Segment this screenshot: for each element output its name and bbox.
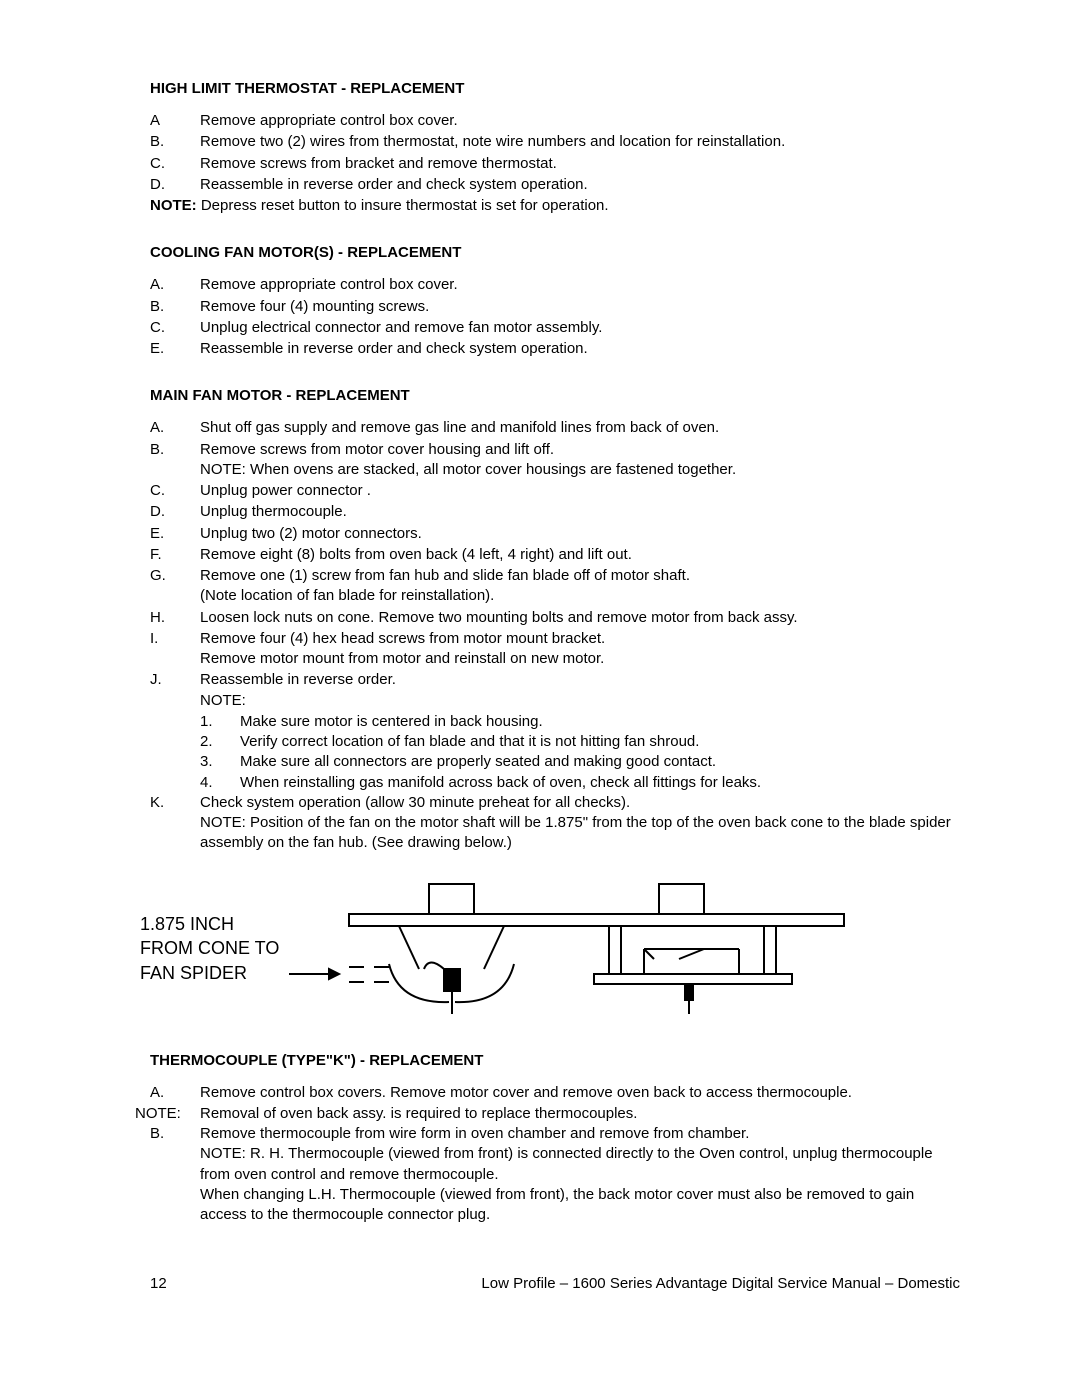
item-text: Unplug electrical connector and remove f… xyxy=(200,318,960,338)
sub-item: 3.Make sure all connectors are properly … xyxy=(200,752,960,772)
list-item: A.Remove control box covers. Remove moto… xyxy=(150,1083,960,1103)
item-letter: A xyxy=(150,111,200,131)
item-letter: K. xyxy=(150,793,200,854)
list-item: B.Remove two (2) wires from thermostat, … xyxy=(150,132,960,152)
item-letter: E. xyxy=(150,339,200,359)
list-item: B.Remove four (4) mounting screws. xyxy=(150,297,960,317)
list-item: B.Remove thermocouple from wire form in … xyxy=(150,1124,960,1225)
item-text: Unplug thermocouple. xyxy=(200,502,960,522)
section-title-high-limit: HIGH LIMIT THERMOSTAT - REPLACEMENT xyxy=(150,80,960,97)
section-title-thermocouple: THERMOCOUPLE (TYPE"K") - REPLACEMENT xyxy=(150,1052,960,1069)
item-text: Check system operation (allow 30 minute … xyxy=(200,793,960,854)
section-title-cooling: COOLING FAN MOTOR(S) - REPLACEMENT xyxy=(150,244,960,261)
footer-right: Low Profile – 1600 Series Advantage Digi… xyxy=(481,1275,960,1292)
list-item: F.Remove eight (8) bolts from oven back … xyxy=(150,545,960,565)
list-item: I.Remove four (4) hex head screws from m… xyxy=(150,629,960,670)
note-text: Depress reset button to insure thermosta… xyxy=(197,197,609,214)
list-item: D.Reassemble in reverse order and check … xyxy=(150,175,960,195)
list-item: A.Remove appropriate control box cover. xyxy=(150,275,960,295)
thermo-list: A.Remove control box covers. Remove moto… xyxy=(150,1083,960,1103)
item-text: Remove appropriate control box cover. xyxy=(200,275,960,295)
list-item: J.Reassemble in reverse order. NOTE: xyxy=(150,670,960,711)
item-text: Remove screws from motor cover housing a… xyxy=(200,440,960,481)
page-content: HIGH LIMIT THERMOSTAT - REPLACEMENT ARem… xyxy=(0,0,1080,1352)
item-letter: F. xyxy=(150,545,200,565)
page-number: 12 xyxy=(150,1275,167,1292)
mainfan-list: A.Shut off gas supply and remove gas lin… xyxy=(150,418,960,711)
high-limit-note: NOTE: Depress reset button to insure the… xyxy=(150,196,960,216)
item-letter: C. xyxy=(150,481,200,501)
item-text: Unplug power connector . xyxy=(200,481,960,501)
item-text: Remove two (2) wires from thermostat, no… xyxy=(200,132,960,152)
high-limit-list: ARemove appropriate control box cover.B.… xyxy=(150,111,960,195)
item-letter: G. xyxy=(150,566,200,607)
item-letter: A. xyxy=(150,418,200,438)
subitem-text: Verify correct location of fan blade and… xyxy=(240,732,960,752)
thermo-list-after: B.Remove thermocouple from wire form in … xyxy=(150,1124,960,1225)
fan-diagram-svg xyxy=(289,874,849,1024)
cooling-list: A.Remove appropriate control box cover.B… xyxy=(150,275,960,359)
sub-item: 1.Make sure motor is centered in back ho… xyxy=(200,712,960,732)
list-item: K.Check system operation (allow 30 minut… xyxy=(150,793,960,854)
list-item: E.Unplug two (2) motor connectors. xyxy=(150,524,960,544)
subitem-num: 2. xyxy=(200,732,240,752)
mainfan-list-after: K.Check system operation (allow 30 minut… xyxy=(150,793,960,854)
item-text: Remove appropriate control box cover. xyxy=(200,111,960,131)
item-letter: A. xyxy=(150,1083,200,1103)
thermo-note-row: NOTE: Removal of oven back assy. is requ… xyxy=(135,1104,960,1124)
note-bold: NOTE: xyxy=(150,197,197,214)
list-item: E.Reassemble in reverse order and check … xyxy=(150,339,960,359)
subitem-text: Make sure all connectors are properly se… xyxy=(240,752,960,772)
item-text: Unplug two (2) motor connectors. xyxy=(200,524,960,544)
item-letter: B. xyxy=(150,440,200,481)
list-item: A.Shut off gas supply and remove gas lin… xyxy=(150,418,960,438)
item-letter: A. xyxy=(150,275,200,295)
item-text: Remove one (1) screw from fan hub and sl… xyxy=(200,566,960,607)
subitem-text: When reinstalling gas manifold across ba… xyxy=(240,773,960,793)
item-letter: B. xyxy=(150,297,200,317)
fan-diagram-block: 1.875 INCHFROM CONE TOFAN SPIDER xyxy=(150,874,960,1024)
diagram-label: 1.875 INCHFROM CONE TOFAN SPIDER xyxy=(140,912,279,985)
item-letter: J. xyxy=(150,670,200,711)
list-item: C.Unplug power connector . xyxy=(150,481,960,501)
list-item: C.Remove screws from bracket and remove … xyxy=(150,154,960,174)
item-text: Remove eight (8) bolts from oven back (4… xyxy=(200,545,960,565)
section-title-main-fan: MAIN FAN MOTOR - REPLACEMENT xyxy=(150,387,960,404)
item-text: Reassemble in reverse order and check sy… xyxy=(200,175,960,195)
mainfan-sublist: 1.Make sure motor is centered in back ho… xyxy=(150,712,960,793)
item-text: Remove four (4) mounting screws. xyxy=(200,297,960,317)
item-letter: H. xyxy=(150,608,200,628)
list-item: B.Remove screws from motor cover housing… xyxy=(150,440,960,481)
item-letter: C. xyxy=(150,154,200,174)
list-item: C.Unplug electrical connector and remove… xyxy=(150,318,960,338)
item-text: Remove screws from bracket and remove th… xyxy=(200,154,960,174)
sub-item: 4.When reinstalling gas manifold across … xyxy=(200,773,960,793)
note-text: Removal of oven back assy. is required t… xyxy=(200,1104,637,1124)
subitem-num: 3. xyxy=(200,752,240,772)
note-prefix: NOTE: xyxy=(135,1104,200,1124)
item-letter: E. xyxy=(150,524,200,544)
item-text: Reassemble in reverse order. NOTE: xyxy=(200,670,960,711)
item-letter: B. xyxy=(150,1124,200,1225)
subitem-text: Make sure motor is centered in back hous… xyxy=(240,712,960,732)
item-text: Shut off gas supply and remove gas line … xyxy=(200,418,960,438)
item-text: Remove control box covers. Remove motor … xyxy=(200,1083,960,1103)
item-letter: D. xyxy=(150,175,200,195)
item-letter: D. xyxy=(150,502,200,522)
subitem-num: 4. xyxy=(200,773,240,793)
item-text: Remove thermocouple from wire form in ov… xyxy=(200,1124,960,1225)
list-item: G.Remove one (1) screw from fan hub and … xyxy=(150,566,960,607)
item-text: Loosen lock nuts on cone. Remove two mou… xyxy=(200,608,960,628)
page-footer: 12 Low Profile – 1600 Series Advantage D… xyxy=(150,1275,960,1292)
item-letter: I. xyxy=(150,629,200,670)
item-letter: C. xyxy=(150,318,200,338)
subitem-num: 1. xyxy=(200,712,240,732)
item-letter: B. xyxy=(150,132,200,152)
item-text: Reassemble in reverse order and check sy… xyxy=(200,339,960,359)
list-item: H.Loosen lock nuts on cone. Remove two m… xyxy=(150,608,960,628)
list-item: D.Unplug thermocouple. xyxy=(150,502,960,522)
item-text: Remove four (4) hex head screws from mot… xyxy=(200,629,960,670)
sub-item: 2.Verify correct location of fan blade a… xyxy=(200,732,960,752)
list-item: ARemove appropriate control box cover. xyxy=(150,111,960,131)
